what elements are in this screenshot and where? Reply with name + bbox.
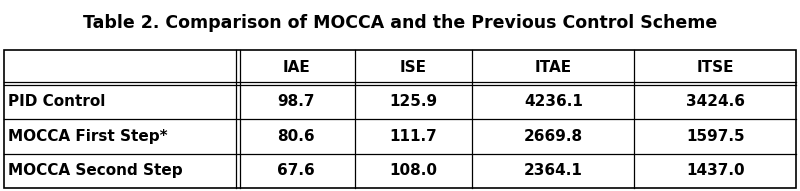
Text: 2669.8: 2669.8 <box>524 129 583 144</box>
Text: 2364.1: 2364.1 <box>524 163 582 178</box>
Text: 4236.1: 4236.1 <box>524 94 582 109</box>
Text: 125.9: 125.9 <box>390 94 438 109</box>
Text: 80.6: 80.6 <box>278 129 315 144</box>
Text: Table 2. Comparison of MOCCA and the Previous Control Scheme: Table 2. Comparison of MOCCA and the Pre… <box>83 14 717 32</box>
Text: 1597.5: 1597.5 <box>686 129 745 144</box>
Text: 3424.6: 3424.6 <box>686 94 745 109</box>
Text: ISE: ISE <box>400 60 427 75</box>
Text: MOCCA Second Step: MOCCA Second Step <box>8 163 182 178</box>
Text: IAE: IAE <box>282 60 310 75</box>
Bar <box>4 50 796 188</box>
Text: 111.7: 111.7 <box>390 129 438 144</box>
Text: 1437.0: 1437.0 <box>686 163 745 178</box>
Text: 67.6: 67.6 <box>278 163 315 178</box>
Text: ITSE: ITSE <box>697 60 734 75</box>
Text: 108.0: 108.0 <box>390 163 438 178</box>
Text: ITAE: ITAE <box>534 60 572 75</box>
Text: 98.7: 98.7 <box>278 94 315 109</box>
Text: MOCCA First Step*: MOCCA First Step* <box>8 129 168 144</box>
Text: PID Control: PID Control <box>8 94 106 109</box>
